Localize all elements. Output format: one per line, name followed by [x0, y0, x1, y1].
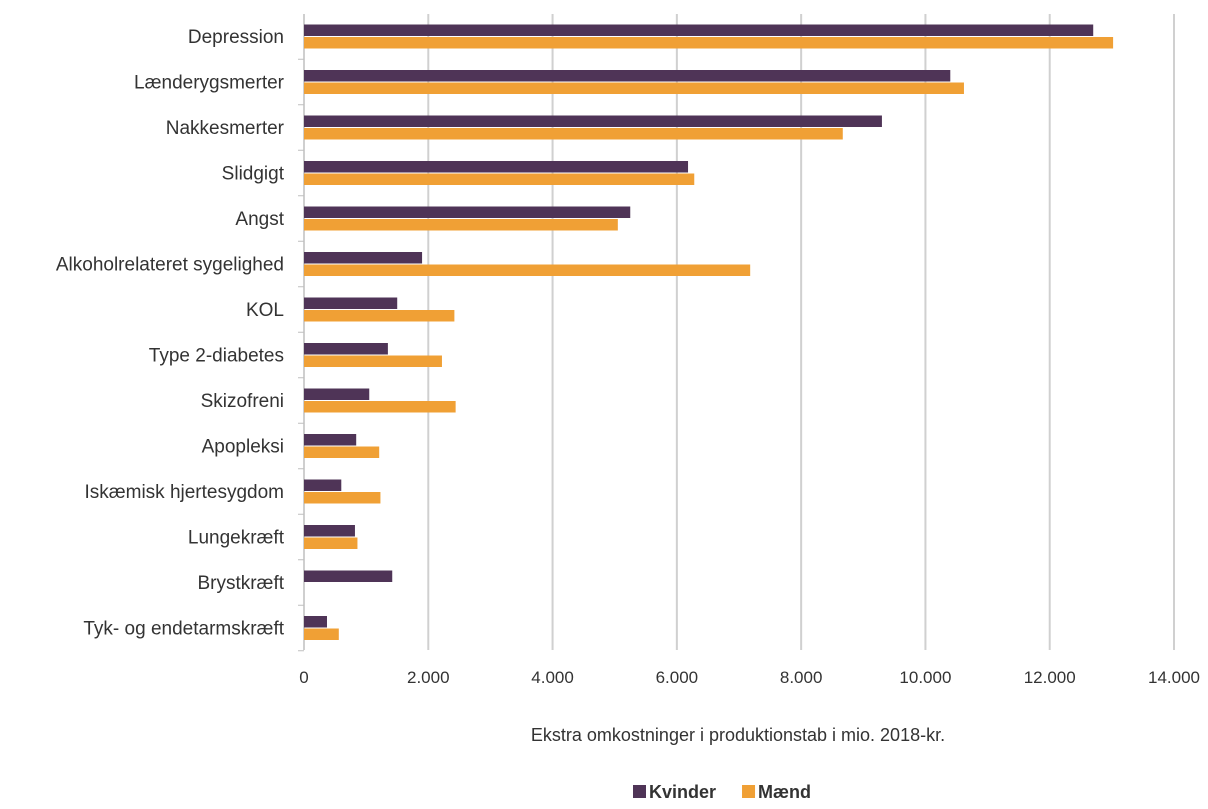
category-label: Apopleksi [202, 437, 284, 458]
category-label: Lænderygsmerter [134, 73, 285, 94]
legend-label: Mænd [758, 782, 811, 802]
x-tick-label: 8.000 [780, 668, 823, 687]
x-tick-labels: 0 2.000 4.000 6.000 8.000 10.000 12.000 14.000 [299, 668, 1200, 687]
bar-maend [304, 446, 380, 458]
category-label: Lungekræft [188, 528, 285, 549]
bar-maend [304, 37, 1114, 49]
bar-kvinder [304, 115, 882, 127]
bar-maend [304, 355, 442, 367]
category-label: Brystkræft [197, 573, 284, 594]
bar-maend [304, 128, 843, 140]
x-axis-title: Ekstra omkostninger i produktionstab i m… [531, 725, 945, 745]
bar-kvinder [304, 252, 423, 264]
category-label: Slidgigt [222, 164, 285, 185]
bars [304, 24, 1114, 640]
category-label: Depression [188, 27, 284, 48]
bar-maend [304, 173, 695, 185]
legend-swatch [633, 785, 646, 798]
x-tick-label: 0 [299, 668, 308, 687]
x-tick-label: 4.000 [531, 668, 574, 687]
x-tick-label: 14.000 [1148, 668, 1200, 687]
bar-maend [304, 82, 964, 94]
bar-maend [304, 310, 455, 322]
bar-kvinder [304, 343, 388, 355]
bar-kvinder [304, 297, 398, 309]
bar-maend [304, 264, 751, 276]
category-labels: Depression Lænderygsmerter Nakkesmerter Sli… [56, 27, 285, 640]
bar-kvinder [304, 616, 327, 628]
bar-maend [304, 401, 456, 413]
category-label: Iskæmisk hjertesygdom [84, 482, 284, 503]
category-label: Type 2-diabetes [149, 346, 284, 367]
bar-kvinder [304, 161, 689, 173]
x-tick-label: 6.000 [656, 668, 699, 687]
category-label: Alkoholrelateret sygelighed [56, 255, 284, 276]
x-tick-label: 10.000 [899, 668, 951, 687]
bar-kvinder [304, 388, 370, 400]
category-label: Tyk- og endetarmskræft [83, 619, 284, 640]
legend-swatch [742, 785, 756, 798]
bar-kvinder [304, 24, 1094, 36]
legend-label: Kvinder [649, 782, 716, 802]
bar-kvinder [304, 525, 355, 537]
x-tick-label: 2.000 [407, 668, 450, 687]
category-label: Nakkesmerter [166, 118, 285, 139]
legend: Kvinder Mænd [633, 782, 811, 802]
bar-maend [304, 219, 618, 231]
x-tick-label: 12.000 [1024, 668, 1076, 687]
bar-maend [304, 628, 339, 640]
bar-maend [304, 492, 381, 504]
bar-maend [304, 537, 358, 549]
bar-kvinder [304, 70, 951, 82]
category-label: Skizofreni [201, 391, 284, 412]
bar-kvinder [304, 434, 357, 446]
bar-kvinder [304, 206, 631, 218]
category-label: Angst [235, 209, 284, 230]
category-label: KOL [246, 300, 284, 321]
bar-kvinder [304, 479, 342, 491]
bar-kvinder [304, 570, 393, 582]
gridlines [298, 14, 1175, 652]
